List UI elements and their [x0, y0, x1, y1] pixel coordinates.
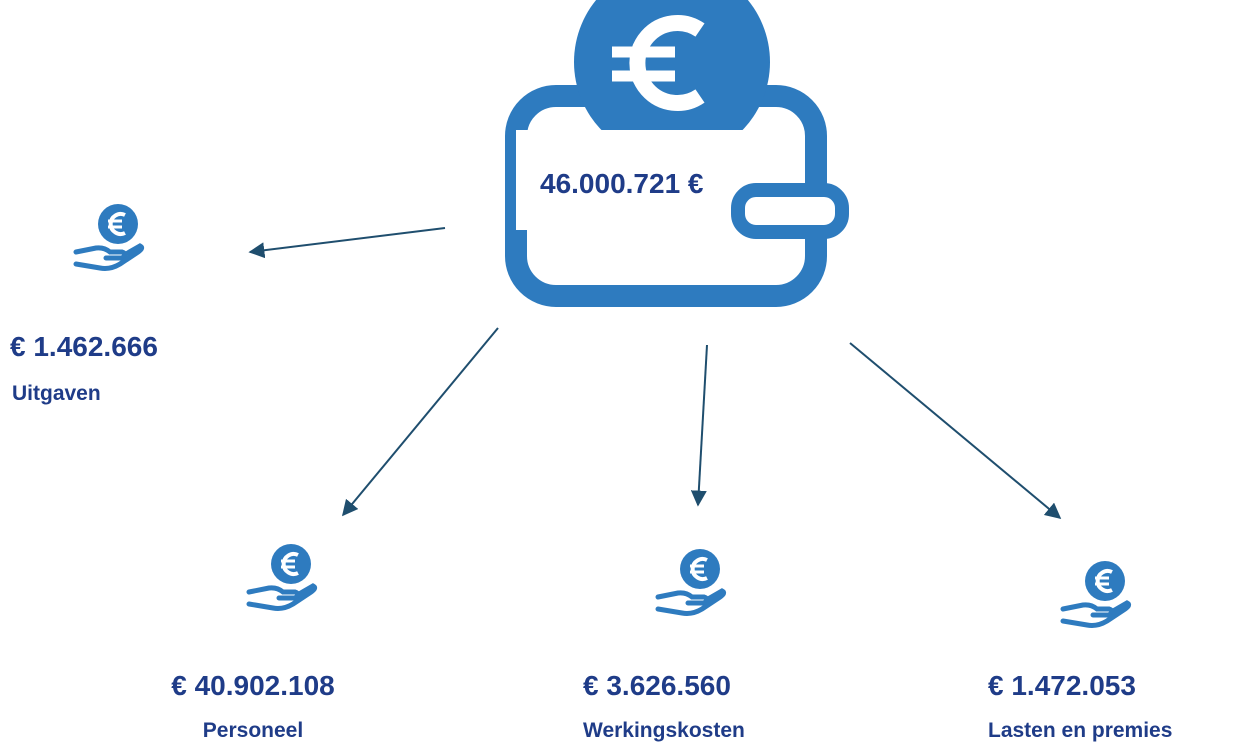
amount: € 1.462.666: [10, 331, 158, 362]
label: Werkingskosten: [583, 719, 745, 742]
amount: € 40.902.108: [171, 670, 335, 701]
hand-coin-icon: [249, 544, 315, 609]
arrow: [690, 344, 708, 507]
label: Uitgaven: [12, 382, 101, 405]
hand-coin-icon: [658, 549, 724, 614]
label: Lasten en premies: [988, 719, 1172, 742]
arrow: [849, 342, 1062, 520]
label: Personeel: [203, 719, 303, 742]
hand-coin-icon: [76, 204, 142, 269]
amount: € 1.472.053: [988, 670, 1136, 701]
total-amount: 46.000.721 €: [540, 168, 704, 199]
arrow: [248, 227, 446, 259]
arrow: [341, 327, 499, 517]
hand-coin-icon: [1063, 561, 1129, 626]
wallet-icon: [505, 0, 849, 307]
amount: € 3.626.560: [583, 670, 731, 701]
